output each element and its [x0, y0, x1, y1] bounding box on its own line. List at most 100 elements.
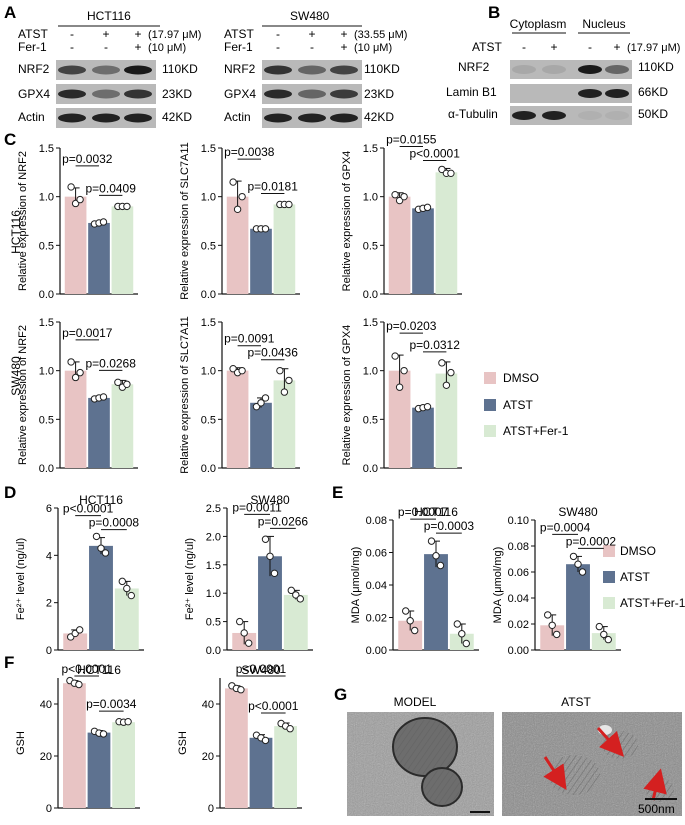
y-tick-label: 0.0 [39, 463, 54, 475]
data-point [270, 569, 279, 578]
data-point [276, 366, 284, 375]
bar [274, 726, 297, 808]
blot-sign: - [70, 40, 74, 54]
blot-band [605, 89, 629, 98]
blot-conc: (17.97 μM) [148, 29, 201, 41]
bar-chart: 0.00 0.02 0.04 0.06 0.08 0.10 MDA (μmol/mg) SW4… [492, 505, 621, 657]
bar [111, 206, 134, 294]
blot-sign: - [310, 40, 314, 54]
bar-chart: 0 2 4 6 Fe²⁺ level (ng/ul) HCT116p<0.0001p=0.… [15, 493, 144, 657]
data-point [578, 568, 587, 576]
blot-strip [510, 106, 632, 125]
data-point [462, 639, 470, 648]
data-point [548, 621, 556, 629]
bar [226, 196, 249, 294]
row-label-hct116: HCT116 [9, 210, 23, 254]
y-tick-label: 40 [40, 699, 52, 711]
data-point [71, 373, 80, 382]
data-point [391, 352, 399, 360]
blot-band [124, 65, 152, 75]
blot-band [330, 113, 358, 123]
blot-band [124, 113, 152, 123]
blot-conc: (17.97 μM) [627, 42, 680, 54]
data-point [124, 717, 132, 726]
bar [226, 370, 249, 468]
red-arrow-icon [643, 768, 667, 801]
y-tick-label: 0.0 [206, 645, 221, 657]
y-tick-label: 0.0 [363, 463, 378, 475]
data-point [286, 725, 294, 733]
chart-title: HCT116 [77, 663, 121, 677]
data-point [261, 394, 270, 402]
kd-label: 110KD [364, 62, 400, 76]
y-axis-label: Relative expression of NRF2 [17, 325, 29, 465]
legend-swatch-dmso [603, 545, 615, 557]
blot-sign: - [104, 40, 108, 54]
bar [249, 737, 273, 808]
p-value-label: p=0.0091 [224, 332, 275, 346]
panel-letter-c: C [4, 130, 16, 149]
data-point [118, 577, 127, 586]
em-image-model: MODEL [347, 695, 494, 816]
bar [88, 222, 110, 294]
panel-letter-b: B [488, 3, 500, 22]
bar-chart: 0.0 0.5 1.0 1.5 Relative expression of SLC7A… [179, 142, 300, 301]
data-point [76, 368, 84, 377]
p-value-label: p=0.0004 [540, 520, 591, 534]
data-point [400, 366, 408, 375]
data-point [447, 169, 455, 178]
y-tick-label: 0.5 [363, 240, 378, 252]
bar [435, 172, 458, 294]
mitochondrion-cristae [424, 770, 460, 804]
panel-letter-e: E [332, 483, 343, 502]
kd-label: 110KD [162, 62, 198, 76]
p-value-label: p=0.0011 [232, 500, 282, 514]
data-point [101, 549, 110, 557]
y-tick-label: 1.0 [39, 192, 54, 204]
data-point [296, 595, 304, 603]
bar-chart: 0.0 0.5 1.0 1.5 Relative expression of NRF2 p… [17, 317, 138, 475]
p-value-label: p=0.0155 [386, 132, 437, 146]
data-point [595, 622, 603, 631]
y-axis-label: Relative expression of GPX4 [341, 325, 353, 466]
blot-row1-label: ATST [18, 27, 48, 41]
band-label: Lamin B1 [446, 85, 497, 99]
chart-layer: 0.0 0.5 1.0 1.5 Relative expression of NRF2 p… [15, 132, 621, 815]
blot-strip [510, 84, 632, 103]
y-tick-label: 0.02 [508, 619, 529, 631]
band-label: NRF2 [458, 60, 490, 74]
y-tick-label: 0 [46, 803, 52, 815]
data-point [285, 376, 293, 385]
data-point [76, 626, 84, 634]
p-value-label: p=0.0436 [248, 346, 299, 360]
data-point [391, 191, 399, 199]
blot-sign: - [276, 40, 280, 54]
p-value-label: p<0.0001 [62, 662, 113, 676]
bar [273, 204, 296, 294]
bar [111, 384, 134, 468]
bar [412, 407, 434, 468]
blot-band [264, 113, 292, 123]
blot-sign: - [70, 27, 74, 41]
bar-chart: 0.00 0.02 0.04 0.06 0.08 MDA (μmol/mg) HCT116p… [350, 505, 479, 657]
blot-band [58, 65, 86, 75]
y-tick-label: 1.5 [39, 317, 54, 329]
y-tick-label: 1.0 [363, 366, 378, 378]
y-tick-label: 0.5 [39, 414, 54, 426]
y-tick-label: 1.5 [363, 317, 378, 329]
bar [388, 370, 411, 468]
bar [258, 556, 282, 650]
legend-e: DMSO ATST ATST+Fer-1 [603, 544, 685, 610]
p-value-label: p<0.0001 [63, 502, 114, 516]
blot-strip [56, 60, 156, 80]
data-point [280, 388, 289, 396]
y-tick-label: 6 [46, 503, 52, 515]
y-tick-label: 1.0 [39, 366, 54, 378]
kd-label: 50KD [638, 107, 668, 121]
data-point [427, 537, 436, 545]
kd-label: 23KD [162, 87, 192, 101]
p-value-label: p<0.0001 [236, 662, 287, 676]
